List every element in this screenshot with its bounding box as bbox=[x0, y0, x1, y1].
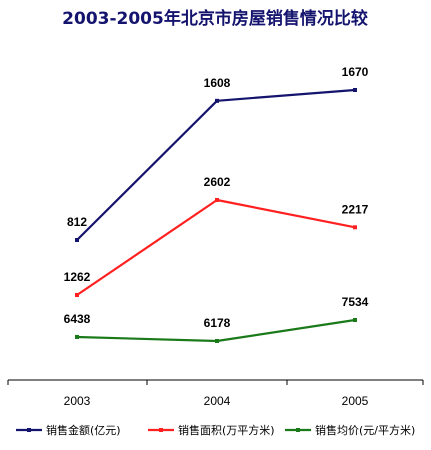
legend-marker bbox=[159, 428, 163, 432]
data-point bbox=[215, 98, 219, 103]
x-tick-label: 2004 bbox=[204, 394, 231, 408]
data-point bbox=[75, 238, 79, 242]
legend-label: 销售面积(万平方米) bbox=[178, 423, 275, 437]
chart-title: 2003-2005年北京市房屋销售情况比较 bbox=[62, 8, 368, 29]
series-line bbox=[76, 198, 356, 296]
legend-marker bbox=[296, 428, 300, 432]
x-tick-label: 2003 bbox=[64, 394, 91, 408]
data-label: 6178 bbox=[204, 316, 231, 330]
legend-label: 销售均价(元/平方米) bbox=[315, 423, 415, 437]
data-point bbox=[215, 339, 219, 343]
data-point bbox=[215, 198, 219, 202]
legend-marker bbox=[27, 428, 31, 432]
data-label: 812 bbox=[67, 215, 87, 229]
legend-item: 销售金额(亿元) bbox=[16, 423, 121, 437]
legend: 销售金额(亿元) 销售面积(万平方米) 销售均价(元/平方米) bbox=[16, 423, 415, 437]
data-point bbox=[353, 318, 357, 322]
data-label: 6438 bbox=[64, 312, 91, 326]
data-point bbox=[75, 334, 79, 339]
legend-item: 销售面积(万平方米) bbox=[148, 423, 275, 437]
data-label: 1670 bbox=[342, 65, 369, 79]
data-label: 1262 bbox=[64, 270, 91, 284]
data-label: 7534 bbox=[342, 295, 369, 309]
series-line bbox=[76, 88, 356, 241]
x-axis: 2003 2004 2005 bbox=[7, 379, 424, 408]
data-label: 2602 bbox=[204, 175, 231, 189]
data-point bbox=[353, 225, 357, 230]
series-layer bbox=[75, 88, 357, 343]
data-point bbox=[353, 88, 357, 92]
data-labels: 812 1608 1670 1262 2602 2217 6438 6178 7534 bbox=[64, 65, 369, 330]
legend-label: 销售金额(亿元) bbox=[46, 423, 121, 437]
data-label: 2217 bbox=[342, 202, 369, 216]
legend-item: 销售均价(元/平方米) bbox=[285, 423, 415, 437]
data-label: 1608 bbox=[204, 76, 231, 90]
x-tick-label: 2005 bbox=[342, 394, 369, 408]
data-point bbox=[75, 293, 79, 297]
